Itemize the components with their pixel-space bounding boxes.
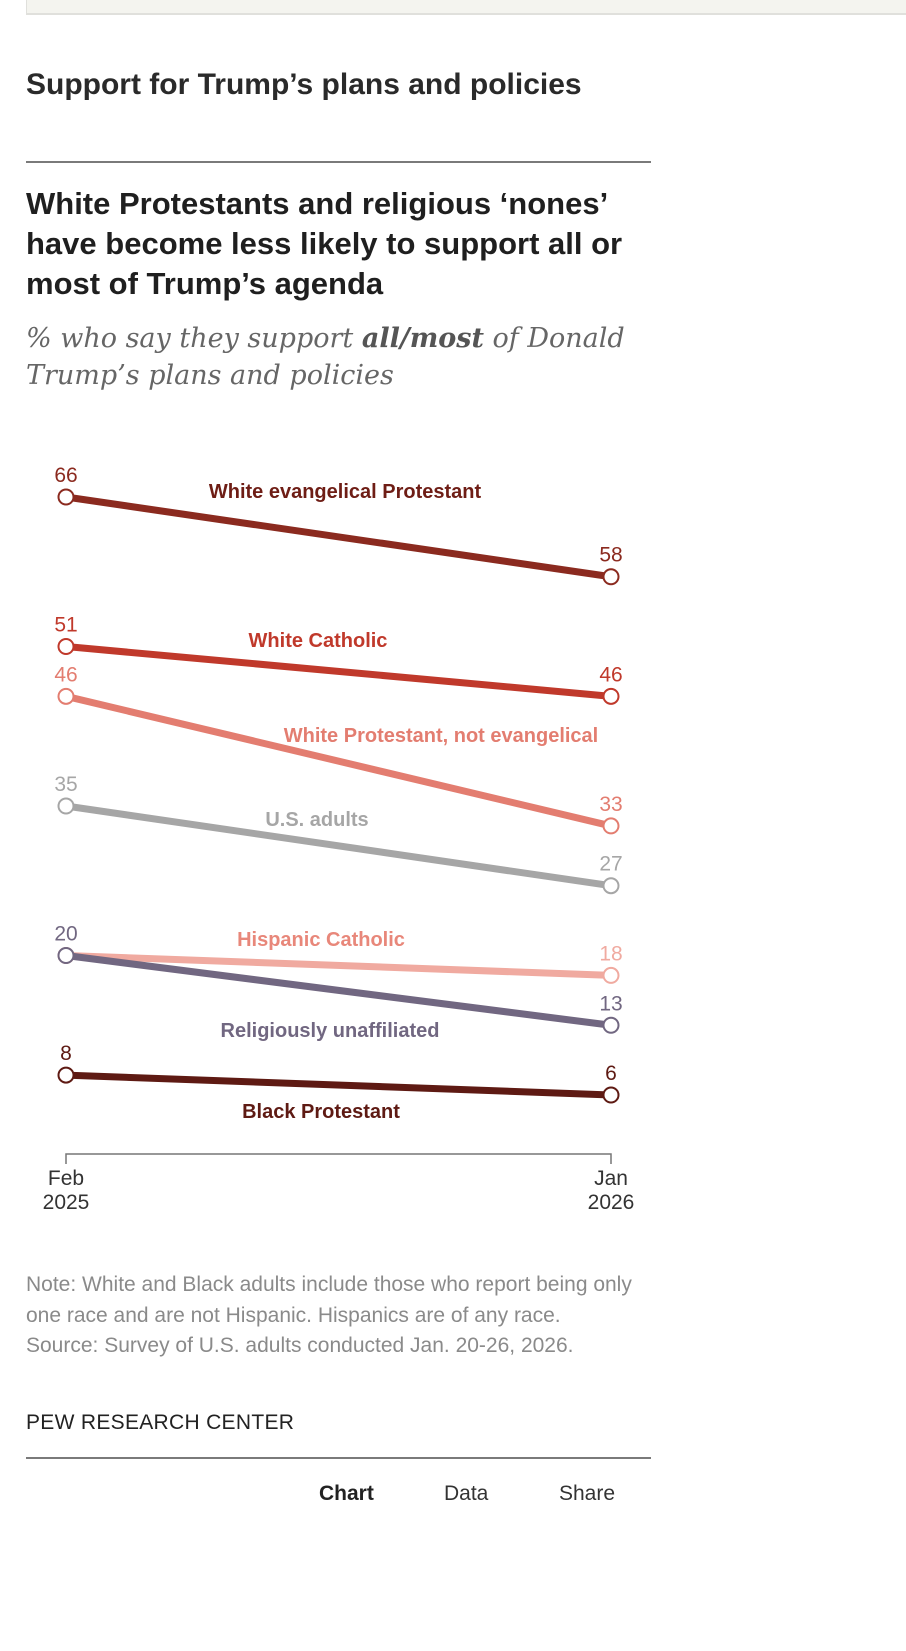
series-label: U.S. adults bbox=[265, 809, 368, 831]
top-bar bbox=[26, 0, 906, 15]
data-point-marker bbox=[602, 966, 620, 984]
data-label: 13 bbox=[599, 992, 622, 1015]
data-label: 18 bbox=[599, 942, 622, 965]
series-label: Religiously unaffiliated bbox=[221, 1020, 440, 1042]
data-label: 35 bbox=[54, 773, 77, 796]
series-black-protestant bbox=[57, 1066, 620, 1104]
data-label: 51 bbox=[54, 614, 77, 637]
series-label: White Protestant, not evangelical bbox=[284, 725, 599, 747]
line-chart: 66 58 51 46 46 33 35 27 20 18 13 8 6 White evangelica… bbox=[43, 464, 635, 1214]
data-point-marker bbox=[602, 687, 620, 705]
section-title: Support for Trump’s plans and policies bbox=[26, 68, 582, 101]
series-line bbox=[65, 802, 612, 890]
series-line bbox=[65, 1071, 612, 1099]
source-text: Source: Survey of U.S. adults conducted … bbox=[26, 1334, 574, 1357]
tab-chart[interactable]: Chart bbox=[319, 1482, 374, 1505]
data-label: 6 bbox=[605, 1062, 617, 1085]
brand-label: PEW RESEARCH CENTER bbox=[26, 1411, 295, 1434]
data-point-marker bbox=[57, 687, 75, 705]
x-axis-line bbox=[65, 1153, 612, 1164]
data-label: 46 bbox=[599, 663, 622, 686]
series-line bbox=[65, 692, 612, 830]
data-label: 8 bbox=[60, 1042, 72, 1065]
data-label: 46 bbox=[54, 663, 77, 686]
series-white-catholic bbox=[57, 638, 620, 705]
tab-share[interactable]: Share bbox=[559, 1482, 616, 1505]
series-line bbox=[65, 643, 612, 700]
title-divider bbox=[26, 161, 651, 163]
series-religiously-unaffiliated bbox=[57, 946, 620, 1034]
x-tick-label: Feb 2025 bbox=[43, 1167, 90, 1214]
data-point-marker bbox=[602, 817, 620, 835]
series-white-evangelical-protestant bbox=[57, 488, 620, 586]
data-point-marker bbox=[602, 1086, 620, 1104]
series-line bbox=[65, 951, 612, 979]
data-point-marker bbox=[57, 1066, 75, 1084]
series-label: White Catholic bbox=[249, 630, 388, 652]
data-point-marker bbox=[57, 946, 75, 964]
data-point-marker bbox=[602, 568, 620, 586]
data-label: 58 bbox=[599, 544, 622, 567]
series-u-s-adults bbox=[57, 797, 620, 895]
series-label: Black Protestant bbox=[242, 1101, 400, 1123]
chart-notes: Note: White and Black adults include tho… bbox=[26, 1270, 656, 1362]
data-label: 66 bbox=[54, 464, 77, 487]
chart-subtitle: % who say they support all/most of Donal… bbox=[26, 320, 646, 394]
chart-title: White Protestants and religious ‘nones’ … bbox=[26, 186, 623, 301]
series-white-protestant-not-evangelical bbox=[57, 687, 620, 835]
data-point-marker bbox=[57, 638, 75, 656]
data-label: 33 bbox=[599, 793, 622, 816]
x-tick-label: Jan 2026 bbox=[588, 1167, 635, 1214]
series-label: White evangelical Protestant bbox=[209, 481, 482, 503]
series-line bbox=[65, 952, 612, 1029]
subtitle-post: of Donald Trump’s plans and policies bbox=[26, 323, 625, 391]
subtitle-pre: % who say they support bbox=[26, 323, 362, 354]
series-line bbox=[65, 493, 612, 581]
data-point-marker bbox=[602, 877, 620, 895]
data-point-marker bbox=[57, 797, 75, 815]
note-text: Note: White and Black adults include tho… bbox=[26, 1273, 632, 1327]
footer-divider bbox=[26, 1457, 651, 1459]
series-label: Hispanic Catholic bbox=[237, 929, 405, 951]
data-label: 27 bbox=[599, 853, 622, 876]
subtitle-bold: all/most bbox=[361, 323, 484, 354]
tab-data[interactable]: Data bbox=[444, 1482, 489, 1505]
data-point-marker bbox=[57, 488, 75, 506]
data-point-marker bbox=[602, 1016, 620, 1034]
data-label: 20 bbox=[54, 922, 77, 945]
